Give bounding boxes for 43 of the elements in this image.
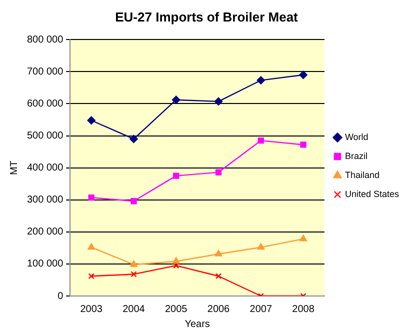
x-tick-label: 2003 xyxy=(80,304,103,315)
y-tick-label: 500 000 xyxy=(26,130,64,142)
point xyxy=(215,169,222,176)
y-tick-label: 400 000 xyxy=(26,162,64,174)
y-tick-label: 300 000 xyxy=(26,194,64,206)
chart-title: EU-27 Imports of Broiler Meat xyxy=(115,9,299,24)
y-tick-label: 100 000 xyxy=(26,258,64,270)
y-tick-label: 800 000 xyxy=(26,34,64,46)
point xyxy=(88,243,95,250)
y-tick-label: 200 000 xyxy=(26,226,64,238)
point xyxy=(215,273,222,280)
point xyxy=(173,172,180,179)
point xyxy=(130,134,138,144)
point xyxy=(300,234,307,242)
x-axis-title: Years xyxy=(184,318,210,330)
point xyxy=(214,97,223,106)
point xyxy=(130,198,137,204)
y-tick-label: 600 000 xyxy=(26,98,64,110)
point xyxy=(172,257,180,264)
legend-label: World xyxy=(344,132,368,142)
point xyxy=(172,96,180,104)
point xyxy=(256,76,265,84)
x-tick-label: 2006 xyxy=(207,304,230,315)
point xyxy=(88,194,94,201)
x-tick-label: 2005 xyxy=(164,304,188,315)
legend-label: Thailand xyxy=(344,170,380,180)
point xyxy=(130,260,138,267)
x-tick-label: 2004 xyxy=(122,304,146,315)
point xyxy=(214,250,222,256)
point xyxy=(257,243,265,250)
y-tick-label: 0 xyxy=(58,290,64,302)
x-tick-label: 2008 xyxy=(292,304,315,315)
y-tick-label: 700 000 xyxy=(26,66,64,78)
legend-label: Brazil xyxy=(344,150,368,161)
point xyxy=(88,273,94,280)
point xyxy=(130,271,137,278)
point xyxy=(299,70,308,79)
y-axis-title: MT xyxy=(8,160,20,176)
point xyxy=(300,142,306,148)
legend-label: United States xyxy=(344,188,400,199)
point xyxy=(258,137,264,144)
x-tick-label: 2007 xyxy=(250,304,272,315)
point xyxy=(87,116,96,124)
